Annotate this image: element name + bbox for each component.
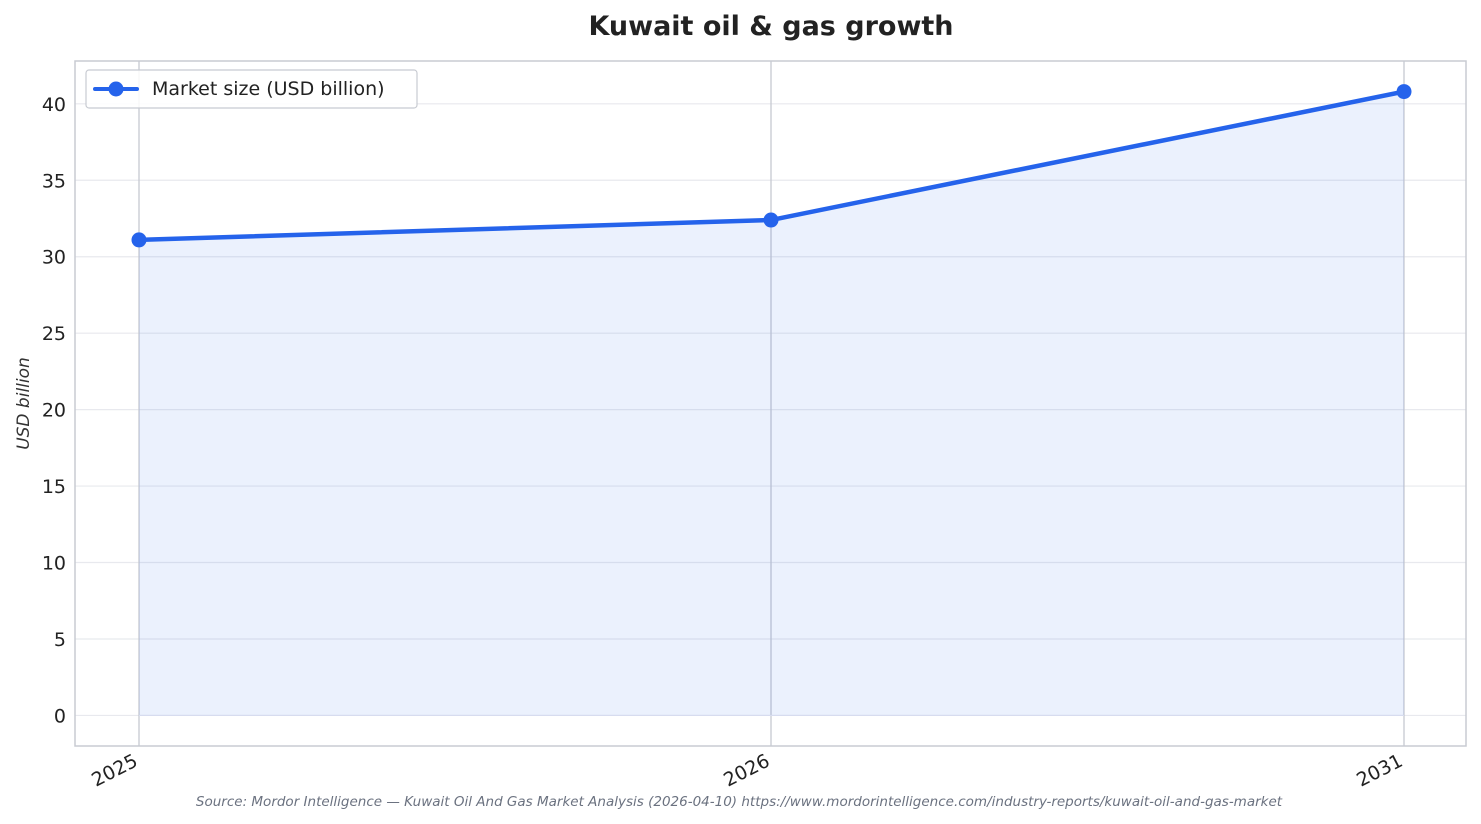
data-point xyxy=(1396,84,1412,100)
y-tick-label: 10 xyxy=(42,553,66,575)
y-axis-label: USD billion xyxy=(14,357,34,450)
plot-frame xyxy=(74,60,1467,747)
x-tick-label: 2026 xyxy=(720,750,773,792)
grid-layer xyxy=(75,61,1466,746)
x-tick-label: 2025 xyxy=(88,750,141,792)
chart-title: Kuwait oil & gas growth xyxy=(588,11,953,42)
y-tick-label: 0 xyxy=(54,705,66,727)
y-tick-label: 15 xyxy=(42,476,66,498)
legend: Market size (USD billion) xyxy=(85,69,418,109)
legend-box xyxy=(85,69,418,109)
x-tick-label: 2031 xyxy=(1353,750,1406,792)
source-note: Source: Mordor Intelligence — Kuwait Oil… xyxy=(196,794,1283,810)
y-tick-label: 30 xyxy=(42,247,66,269)
marker-layer xyxy=(131,84,1412,248)
legend-label: Market size (USD billion) xyxy=(152,78,385,100)
y-tick-label: 20 xyxy=(42,400,66,422)
y-tick-label: 35 xyxy=(42,170,66,192)
legend-marker-swatch xyxy=(108,81,124,97)
area-layer xyxy=(139,91,1404,717)
y-tick-label: 25 xyxy=(42,323,66,345)
y-axis-ticks: 0 5 10 15 20 25 30 35 40 xyxy=(42,94,66,728)
data-point xyxy=(131,232,147,248)
x-axis-ticks: 2025 2026 2031 xyxy=(88,750,1406,792)
data-point xyxy=(763,212,779,228)
area-fill xyxy=(139,91,1404,716)
y-tick-label: 5 xyxy=(54,629,66,651)
y-tick-label: 40 xyxy=(42,94,66,116)
